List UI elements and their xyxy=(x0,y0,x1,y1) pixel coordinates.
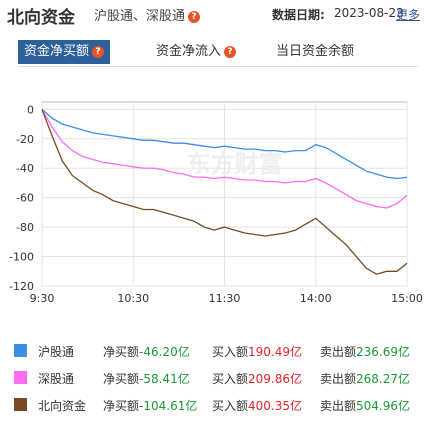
y-tick-label: -60 xyxy=(16,192,34,205)
y-tick-label: -100 xyxy=(9,251,34,264)
tab-net-buy[interactable]: 资金净买额? xyxy=(18,40,111,64)
legend-sell: 卖出额504.96亿 xyxy=(320,399,411,413)
legend-swatch xyxy=(14,398,27,411)
help-icon[interactable]: ? xyxy=(92,45,105,58)
legend-sell: 卖出额236.69亿 xyxy=(320,345,411,359)
y-tick-label: -120 xyxy=(9,280,34,293)
tab-daily-balance[interactable]: 当日资金余额 xyxy=(276,40,354,64)
y-tick-label: -40 xyxy=(16,162,34,175)
y-tick-label: 0 xyxy=(27,103,34,116)
subtitle-text: 沪股通、深股通 xyxy=(94,9,186,24)
legend-buy: 买入额190.49亿 xyxy=(212,345,303,359)
legend-net: 净买额-104.61亿 xyxy=(103,399,198,413)
legend-name: 北向资金 xyxy=(38,399,87,413)
legend-row-north: 北向资金 净买额-104.61亿 买入额400.35亿 卖出额504.96亿 xyxy=(0,394,430,416)
legend-buy: 买入额209.86亿 xyxy=(212,372,303,386)
tab-net-inflow-label: 资金净流入 xyxy=(156,44,222,59)
date-label: 数据日期: xyxy=(272,8,325,22)
x-tick-label: 15:00 xyxy=(391,292,423,305)
more-link[interactable]: 更多 xyxy=(396,8,421,22)
tab-daily-balance-label: 当日资金余额 xyxy=(276,44,355,59)
legend-name: 深股通 xyxy=(38,372,75,386)
series-line xyxy=(41,109,408,209)
date-value: 2023-08-23 xyxy=(334,6,404,20)
subtitle: 沪股通、深股通? xyxy=(94,5,201,24)
legend-net: 净买额-46.20亿 xyxy=(103,345,190,359)
legend-swatch xyxy=(14,371,27,384)
page-title: 北向资金 xyxy=(7,8,75,28)
legend-row-sgt: 深股通 净买额-58.41亿 买入额209.86亿 卖出额268.27亿 xyxy=(0,367,430,389)
watermark: 东方财富 xyxy=(187,150,283,178)
legend-swatch xyxy=(14,344,27,357)
legend-sell: 卖出额268.27亿 xyxy=(320,372,411,386)
tab-net-buy-label: 资金净买额 xyxy=(24,44,90,59)
series-line xyxy=(41,108,408,180)
series-line xyxy=(41,109,408,275)
header: 北向资金 沪股通、深股通? 数据日期: 2023-08-23 更多 xyxy=(0,0,430,28)
help-icon[interactable]: ? xyxy=(188,10,201,23)
legend-row-hgt: 沪股通 净买额-46.20亿 买入额190.49亿 卖出额236.69亿 xyxy=(0,340,430,362)
x-tick-label: 9:30 xyxy=(30,292,55,305)
x-tick-label: 10:30 xyxy=(117,292,149,305)
tab-bar: 资金净买额? 资金净流入? 当日资金余额 xyxy=(18,40,418,67)
tab-net-inflow[interactable]: 资金净流入? xyxy=(156,40,237,64)
y-tick-label: -20 xyxy=(16,133,34,146)
x-tick-label: 14:00 xyxy=(300,292,332,305)
legend-buy: 买入额400.35亿 xyxy=(212,399,303,413)
x-tick-label: 11:30 xyxy=(209,292,241,305)
legend-net: 净买额-58.41亿 xyxy=(103,372,190,386)
legend-name: 沪股通 xyxy=(38,345,75,359)
y-tick-label: -80 xyxy=(16,221,34,234)
help-icon[interactable]: ? xyxy=(224,45,237,58)
